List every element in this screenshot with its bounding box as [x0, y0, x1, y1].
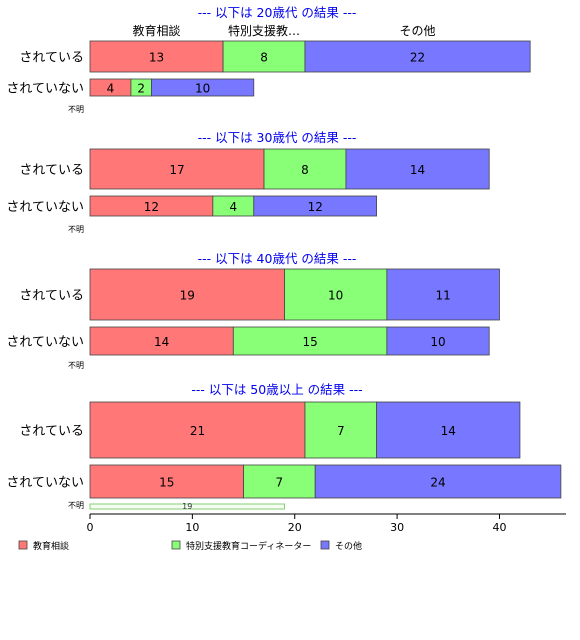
row-label: されていない	[6, 335, 84, 350]
x-tick-label: 20	[288, 521, 302, 534]
bar-segment	[345, 148, 490, 190]
row-label: されている	[19, 424, 84, 439]
bar-value-label: 10	[430, 335, 445, 349]
bar-value-label: 2	[137, 82, 145, 96]
bar-value-label: 21	[190, 424, 205, 438]
row-label: 不明	[68, 361, 84, 370]
column-header-0: 教育相談	[133, 23, 181, 38]
bar-value-label: 13	[149, 51, 164, 65]
bar-value-label: 4	[107, 82, 115, 96]
x-tick-label: 30	[390, 521, 404, 534]
bar-segment	[314, 464, 562, 499]
bar-value-label: 14	[154, 335, 169, 349]
bar-segment	[89, 464, 244, 499]
bar-segment	[89, 268, 285, 321]
bar-value-label: 11	[436, 289, 451, 303]
column-header-2: その他	[400, 24, 436, 38]
panel-title: --- 以下は 20歳代 の結果 ---	[198, 5, 357, 20]
legend-label: 教育相談	[33, 540, 69, 552]
row-label: 不明	[68, 225, 84, 234]
bar-value-label: 14	[410, 163, 425, 177]
bar-value-label: 22	[410, 51, 425, 65]
bar-segment	[263, 148, 347, 190]
bar-segment	[386, 326, 490, 356]
row-label: されている	[19, 289, 84, 304]
panel-title: --- 以下は 40歳代 の結果 ---	[198, 251, 357, 266]
panel-title: --- 以下は 50歳以上 の結果 ---	[191, 382, 362, 397]
bar-segment	[89, 148, 265, 190]
bar-value-label: 8	[260, 51, 268, 65]
na-bar	[89, 503, 285, 510]
bar-value-label: 15	[302, 335, 317, 349]
bar-segment	[386, 268, 500, 321]
column-header-1: 特別支援教…	[228, 23, 300, 38]
x-tick-label: 10	[185, 521, 199, 534]
bar-segment	[151, 78, 255, 97]
bar-value-label: 24	[430, 476, 445, 490]
bar-segment	[89, 401, 306, 459]
bar-segment	[253, 195, 378, 217]
legend-swatch	[18, 540, 28, 550]
panel-title: --- 以下は 30歳代 の結果 ---	[198, 130, 357, 145]
bar-value-label: 10	[328, 289, 343, 303]
bar-segment	[89, 40, 224, 73]
legend-label: その他	[335, 540, 362, 552]
bar-segment	[304, 40, 531, 73]
row-label: されている	[19, 163, 84, 178]
row-label: されている	[19, 51, 84, 66]
row-label: されていない	[6, 200, 84, 215]
bar-value-label: 12	[308, 200, 323, 214]
row-label: されていない	[6, 82, 84, 97]
bar-segment	[222, 40, 306, 73]
bar-segment	[376, 401, 521, 459]
bar-segment	[304, 401, 378, 459]
na-value-label: 19	[182, 502, 192, 511]
bar-value-label: 19	[180, 289, 195, 303]
row-label: されていない	[6, 476, 84, 491]
legend-swatch	[171, 540, 181, 550]
bar-value-label: 7	[337, 424, 345, 438]
bar-value-label: 4	[229, 200, 237, 214]
bar-value-label: 10	[195, 82, 210, 96]
x-tick-label: 40	[492, 521, 506, 534]
row-label: 不明	[68, 501, 84, 510]
bar-segment	[89, 326, 234, 356]
bar-value-label: 17	[169, 163, 184, 177]
bar-segment	[284, 268, 388, 321]
bar-value-label: 7	[276, 476, 284, 490]
bar-value-label: 8	[301, 163, 309, 177]
bar-value-label: 14	[441, 424, 456, 438]
bar-segment	[243, 464, 316, 499]
x-tick-label: 0	[87, 521, 94, 534]
bar-value-label: 15	[159, 476, 174, 490]
legend-label: 特別支援教育コーディネーター	[186, 540, 311, 552]
row-label: 不明	[68, 105, 84, 114]
legend-swatch	[320, 540, 330, 550]
bar-value-label: 12	[144, 200, 159, 214]
